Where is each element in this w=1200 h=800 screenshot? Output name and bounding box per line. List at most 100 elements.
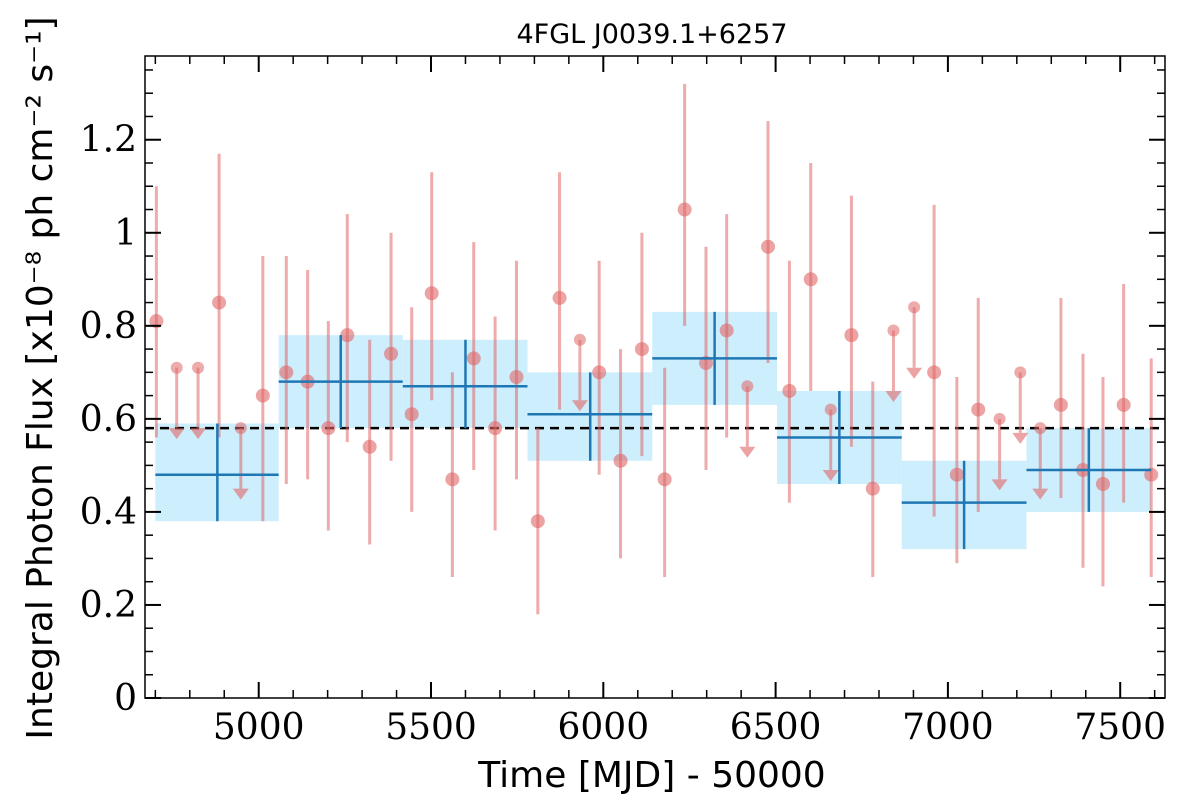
flux-marker — [321, 421, 336, 436]
long-bin-cross — [155, 423, 279, 522]
short-bin-point — [782, 260, 797, 503]
long-bin-cross — [402, 339, 528, 429]
long-bin-cross — [527, 372, 653, 461]
short-bin-point — [509, 260, 524, 480]
short-bin-point — [321, 321, 336, 531]
short-bin-point — [1116, 283, 1131, 503]
upper-limit-marker — [234, 422, 247, 435]
upper-limit — [232, 422, 249, 500]
short-bin-point — [488, 316, 503, 531]
upper-limit — [190, 361, 207, 440]
upper-limit-arrow — [822, 470, 839, 482]
y-axis-label: Integral Photon Flux [x10⁻⁸ ph cm⁻² s⁻¹] — [20, 16, 61, 739]
upper-limit — [1032, 422, 1049, 500]
upper-limit-marker — [993, 412, 1006, 425]
flux-marker — [488, 421, 503, 436]
short-bin-point — [634, 232, 649, 457]
x-tick-label: 6500 — [730, 707, 822, 748]
long-bin-cross — [901, 460, 1027, 550]
upper-limit-arrow — [168, 428, 185, 440]
short-bin-point — [613, 349, 628, 559]
flux-marker — [971, 402, 986, 417]
upper-limit-arrow — [739, 446, 756, 458]
flux-marker — [1053, 397, 1068, 412]
upper-limit-marker — [192, 361, 205, 374]
upper-limit — [906, 301, 923, 379]
short-bin-point — [677, 83, 692, 326]
short-bin-point — [255, 256, 270, 522]
short-bin-point — [530, 428, 545, 615]
flux-marker — [844, 328, 859, 343]
short-bin-point — [340, 214, 355, 443]
short-bin-point — [949, 377, 964, 564]
short-bin-point — [761, 121, 776, 364]
y-tick-label: 0.8 — [80, 306, 137, 347]
x-tick-label: 7000 — [902, 707, 994, 748]
flux-marker — [719, 323, 734, 338]
flux-marker — [340, 328, 355, 343]
long-bin-cross — [1026, 428, 1152, 512]
flux-marker — [362, 439, 377, 454]
short-bin-point — [212, 153, 227, 438]
long-bin-cross — [278, 335, 403, 429]
short-bin-point — [424, 172, 439, 401]
flux-marker — [927, 365, 942, 380]
short-bin-point — [971, 297, 986, 512]
upper-limit-marker — [1014, 366, 1027, 379]
upper-limit — [1012, 366, 1029, 444]
flux-marker — [384, 346, 399, 361]
short-bin-point — [844, 195, 859, 447]
upper-limit-points — [168, 301, 1049, 500]
y-tick-label: 0.6 — [80, 399, 137, 440]
y-tick-label: 0.2 — [80, 585, 137, 626]
short-bin-point — [865, 381, 880, 578]
short-bin-point — [384, 232, 399, 461]
flux-marker — [212, 295, 227, 310]
short-bin-point — [362, 339, 377, 545]
flux-marker — [657, 472, 672, 487]
short-bin-points — [149, 83, 1159, 615]
upper-limit-marker — [573, 333, 586, 346]
flux-marker — [466, 351, 481, 366]
upper-limit — [822, 403, 839, 482]
flux-marker — [592, 365, 607, 380]
flux-marker — [404, 407, 419, 422]
upper-limit — [739, 380, 756, 458]
flux-marker — [949, 467, 964, 482]
upper-limit-marker — [908, 301, 921, 314]
y-tick-label: 1.2 — [80, 120, 137, 161]
upper-limit-arrow — [991, 479, 1008, 491]
flux-marker — [530, 514, 545, 529]
upper-limit-marker — [824, 403, 837, 416]
short-bin-point — [445, 372, 460, 578]
flux-marker — [424, 286, 439, 301]
upper-limit — [885, 324, 902, 402]
upper-limit-arrow — [906, 367, 923, 379]
flux-marker — [149, 314, 164, 329]
flux-marker — [782, 383, 797, 398]
short-bin-point — [719, 214, 734, 438]
upper-limit-marker — [887, 324, 900, 337]
short-bin-point — [552, 172, 567, 410]
upper-limit — [168, 361, 185, 440]
flux-marker — [445, 472, 460, 487]
short-bin-point — [466, 242, 481, 471]
long-bin-cross — [776, 390, 902, 484]
x-tick-label: 6000 — [557, 707, 649, 748]
flux-marker — [865, 481, 880, 496]
long-bin-bands — [155, 311, 1152, 550]
short-bin-point — [404, 307, 419, 512]
upper-limit-arrow — [571, 400, 588, 412]
flux-marker — [1095, 477, 1110, 491]
upper-limit-arrow — [885, 390, 902, 402]
flux-marker — [509, 370, 524, 384]
x-axis-label: Time [MJD] - 50000 — [477, 755, 825, 796]
flux-marker — [613, 453, 628, 468]
short-bin-point — [279, 256, 294, 484]
flux-marker — [677, 202, 692, 217]
upper-limit-marker — [1034, 422, 1047, 435]
long-bin-cross — [652, 311, 777, 405]
short-bin-point — [657, 367, 672, 578]
flux-marker — [279, 365, 294, 380]
